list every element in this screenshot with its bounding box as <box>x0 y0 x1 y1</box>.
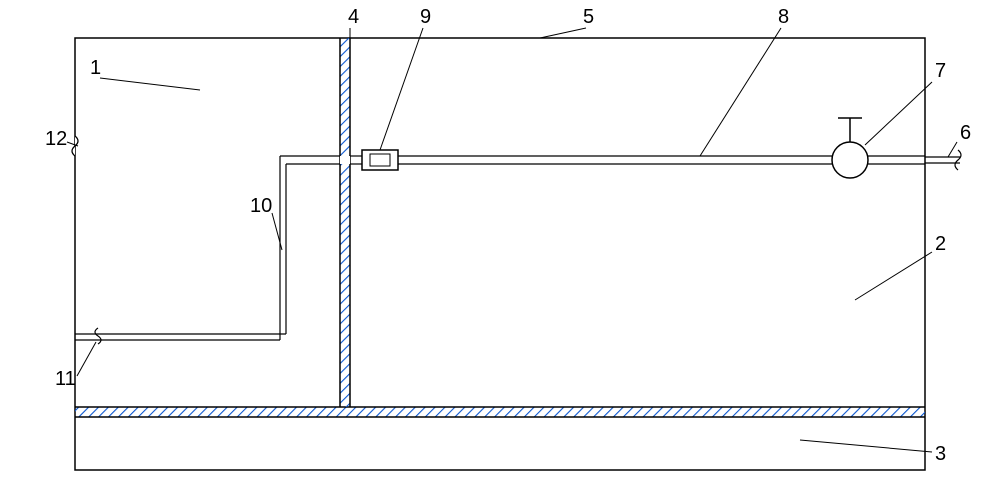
leader-9 <box>380 28 423 150</box>
label-10: 10 <box>250 195 272 218</box>
leader-6 <box>948 142 957 157</box>
leader-7 <box>865 82 932 145</box>
floor-hatch <box>75 407 925 417</box>
label-2: 2 <box>935 233 946 256</box>
label-9: 9 <box>420 6 431 29</box>
leader-3 <box>800 440 932 452</box>
leader-1 <box>100 78 200 90</box>
label-7: 7 <box>935 60 946 83</box>
label-6: 6 <box>960 122 971 145</box>
break-mark-right <box>955 150 961 170</box>
label-1: 1 <box>90 57 101 80</box>
junction-box <box>362 150 398 170</box>
label-11: 11 <box>55 368 76 391</box>
leader-11 <box>77 342 96 376</box>
label-5: 5 <box>583 6 594 29</box>
inner-wall-hatch <box>340 38 350 407</box>
break-mark-11 <box>95 328 101 344</box>
label-8: 8 <box>778 6 789 29</box>
valve-body <box>832 142 868 178</box>
diagram-canvas: 4 9 5 8 7 6 1 12 10 2 11 3 <box>0 0 1000 500</box>
outer-frame <box>75 38 925 470</box>
label-4: 4 <box>348 6 359 29</box>
label-3: 3 <box>935 443 946 466</box>
leader-8 <box>700 28 781 156</box>
label-12: 12 <box>45 128 67 151</box>
diagram-svg <box>0 0 1000 500</box>
leader-2 <box>855 252 932 300</box>
leader-5 <box>540 28 586 38</box>
